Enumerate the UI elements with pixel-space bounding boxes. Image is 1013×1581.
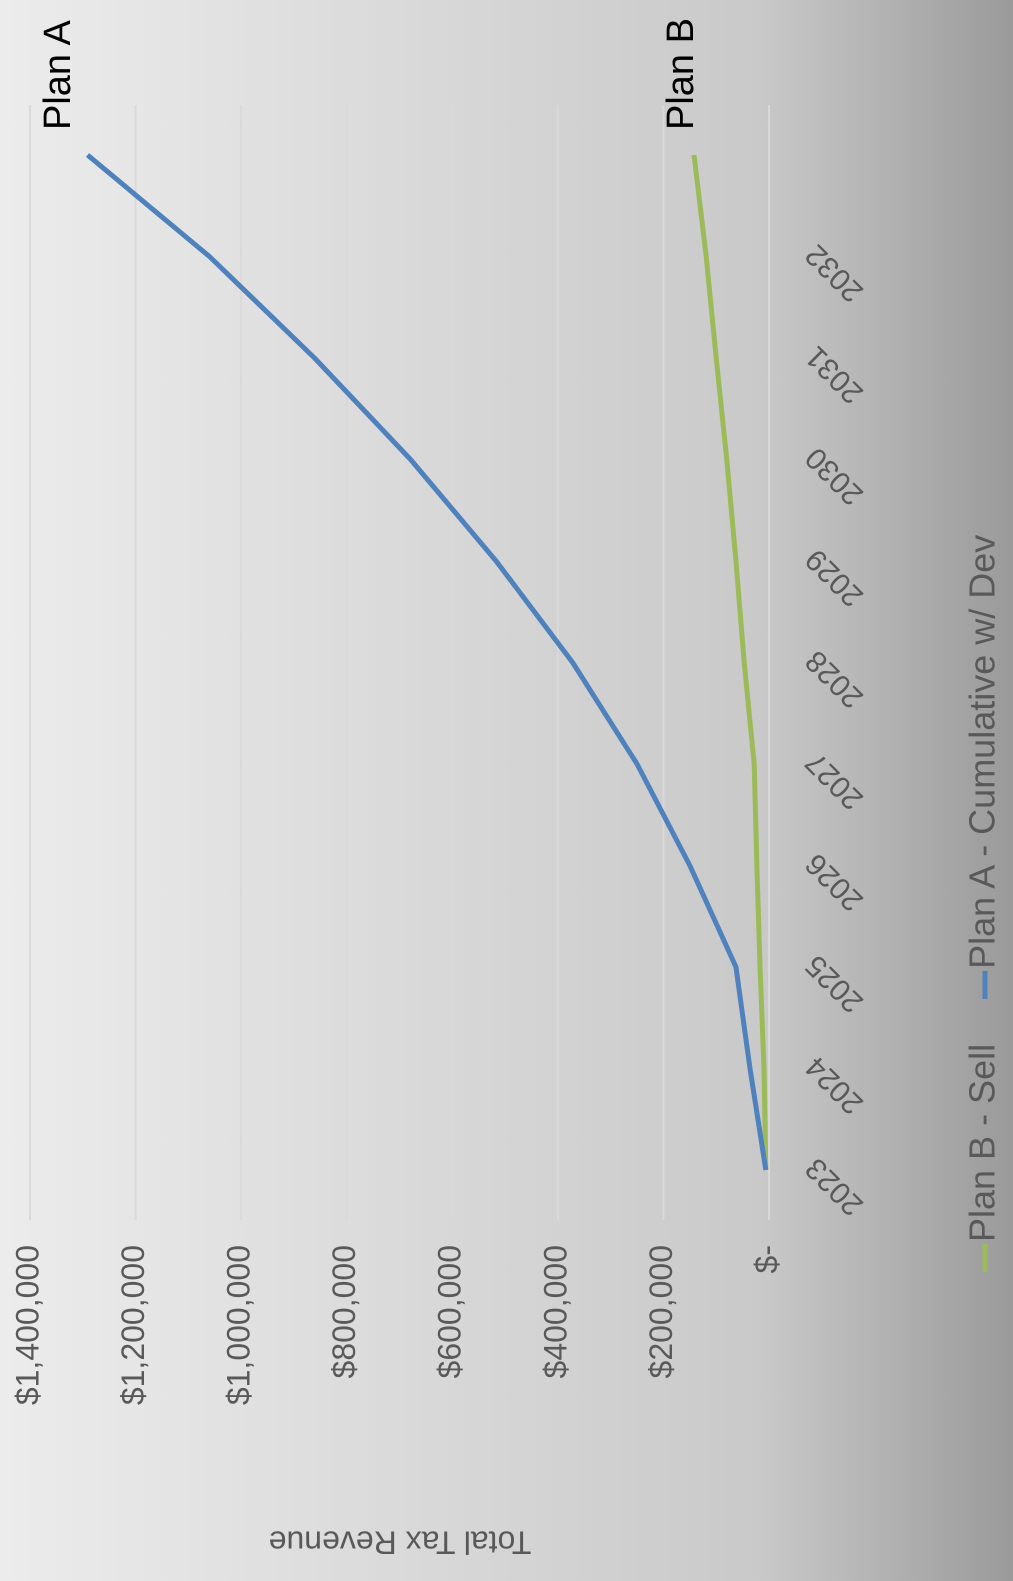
line	[691, 154, 769, 1171]
y-tick-label: $-	[748, 1245, 784, 1273]
legend-label: Plan A - Cumulative w/ Dev	[962, 535, 1003, 969]
y-tick-label: $800,000	[326, 1245, 362, 1378]
annotation: Plan B	[660, 18, 702, 130]
y-tick-label: $200,000	[643, 1245, 679, 1378]
line	[85, 153, 769, 1171]
y-tick-label: $600,000	[432, 1245, 468, 1378]
y-tick-label: $1,200,000	[115, 1245, 151, 1405]
annotation: Plan A	[37, 19, 79, 130]
legend-label: Plan B - Sell	[962, 1044, 1003, 1242]
y-tick-label: $400,000	[537, 1245, 573, 1378]
axis-title: Total Tax Revenue	[269, 1525, 532, 1561]
y-tick-label: $1,400,000	[9, 1245, 45, 1405]
y-tick-label: $1,000,000	[221, 1245, 257, 1405]
